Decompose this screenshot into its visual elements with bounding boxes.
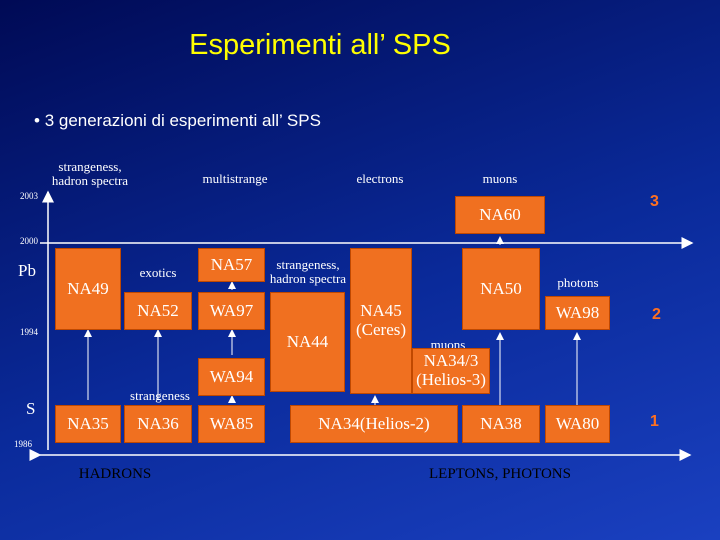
year: 2003 [20,191,38,201]
experiment: WA98 [545,296,610,330]
topic: photons [557,275,599,290]
topic: multistrange [202,171,268,186]
experiment: NA36 [124,405,192,443]
beam: Pb [18,261,36,280]
experiment: WA94 [198,358,265,396]
experiment: NA34/3 (Helios-3) [412,348,490,394]
beam: S [26,399,36,418]
topic: electrons [356,171,404,186]
footer-label: LEPTONS, PHOTONS [429,466,571,482]
experiment: NA50 [462,248,540,330]
topic: strangeness [130,388,190,403]
bullet-text: 3 generazioni di esperimenti all’ SPS [44,111,321,130]
bullet: • 3 generazioni di esperimenti all’ SPS [34,111,321,130]
year: 1986 [14,439,32,449]
experiment: NA52 [124,292,192,330]
generation: 2 [652,306,661,323]
footer-label: HADRONS [78,466,152,482]
experiment: NA49 [55,248,121,330]
experiment: NA34(Helios-2) [290,405,458,443]
year: 2000 [20,236,38,246]
experiment: NA60 [455,196,545,234]
generation: 1 [650,413,659,430]
experiment: NA38 [462,405,540,443]
year: 1994 [20,327,38,337]
title: Esperimenti all’ SPS [189,29,451,61]
experiment: WA80 [545,405,610,443]
experiment: WA97 [198,292,265,330]
experiment: NA44 [270,292,345,392]
experiment: NA57 [198,248,265,282]
experiment: WA85 [198,405,265,443]
topic: strangeness, hadron spectra [51,159,129,189]
experiment: NA45 (Ceres) [350,248,412,394]
generation: 3 [650,193,659,210]
topic: muons [482,171,518,186]
experiment: NA35 [55,405,121,443]
topic: exotics [139,265,177,280]
topic: strangeness, hadron spectra [269,257,347,287]
